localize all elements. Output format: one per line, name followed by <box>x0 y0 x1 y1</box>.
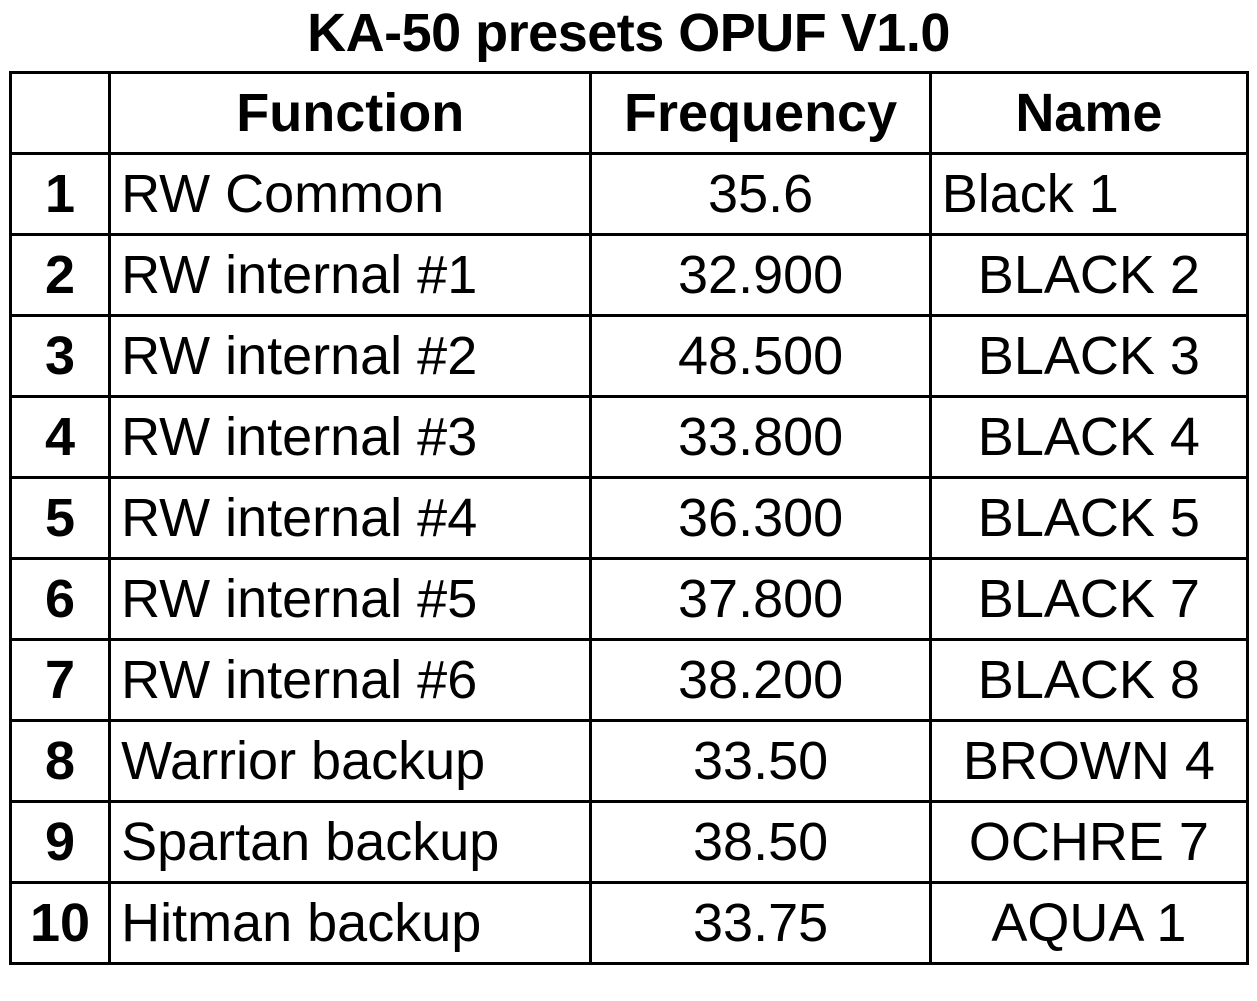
table-row: 6 RW internal #5 37.800 BLACK 7 <box>8 557 1250 641</box>
row-frequency: 33.800 <box>589 395 932 479</box>
row-number: 4 <box>8 395 112 479</box>
row-number: 3 <box>8 314 112 398</box>
row-name: AQUA 1 <box>928 881 1250 965</box>
row-function: RW internal #1 <box>108 233 593 317</box>
row-number: 7 <box>8 638 112 722</box>
row-frequency: 33.75 <box>589 881 932 965</box>
table-row: 9 Spartan backup 38.50 OCHRE 7 <box>8 800 1250 884</box>
row-frequency: 35.6 <box>589 152 932 236</box>
row-name: BLACK 2 <box>928 233 1250 317</box>
row-function: RW internal #6 <box>108 638 593 722</box>
row-frequency: 36.300 <box>589 476 932 560</box>
row-name: BLACK 4 <box>928 395 1250 479</box>
table-row: 1 RW Common 35.6 Black 1 <box>8 152 1250 236</box>
header-name: Name <box>928 71 1250 155</box>
table-row: 7 RW internal #6 38.200 BLACK 8 <box>8 638 1250 722</box>
row-function: RW internal #5 <box>108 557 593 641</box>
row-number: 9 <box>8 800 112 884</box>
row-name: BLACK 3 <box>928 314 1250 398</box>
row-function: RW internal #4 <box>108 476 593 560</box>
header-row: Function Frequency Name <box>8 71 1250 155</box>
table-row: 4 RW internal #3 33.800 BLACK 4 <box>8 395 1250 479</box>
row-function: RW Common <box>108 152 593 236</box>
table-row: 5 RW internal #4 36.300 BLACK 5 <box>8 476 1250 560</box>
row-frequency: 38.50 <box>589 800 932 884</box>
row-number: 1 <box>8 152 112 236</box>
table-body: 1 RW Common 35.6 Black 1 2 RW internal #… <box>8 152 1250 965</box>
row-number: 6 <box>8 557 112 641</box>
table-row: 8 Warrior backup 33.50 BROWN 4 <box>8 719 1250 803</box>
row-number: 10 <box>8 881 112 965</box>
table-row: 10 Hitman backup 33.75 AQUA 1 <box>8 881 1250 965</box>
presets-table: Function Frequency Name 1 RW Common 35.6… <box>8 71 1250 965</box>
row-name: BROWN 4 <box>928 719 1250 803</box>
row-name: OCHRE 7 <box>928 800 1250 884</box>
table-header: Function Frequency Name <box>8 71 1250 155</box>
table-row: 2 RW internal #1 32.900 BLACK 2 <box>8 233 1250 317</box>
row-name: Black 1 <box>928 152 1250 236</box>
header-number <box>8 71 112 155</box>
table-row: 3 RW internal #2 48.500 BLACK 3 <box>8 314 1250 398</box>
row-frequency: 48.500 <box>589 314 932 398</box>
row-number: 8 <box>8 719 112 803</box>
row-name: BLACK 7 <box>928 557 1250 641</box>
row-function: RW internal #2 <box>108 314 593 398</box>
row-function: Hitman backup <box>108 881 593 965</box>
row-frequency: 38.200 <box>589 638 932 722</box>
row-function: RW internal #3 <box>108 395 593 479</box>
row-function: Spartan backup <box>108 800 593 884</box>
row-number: 2 <box>8 233 112 317</box>
row-name: BLACK 8 <box>928 638 1250 722</box>
row-name: BLACK 5 <box>928 476 1250 560</box>
row-frequency: 32.900 <box>589 233 932 317</box>
row-number: 5 <box>8 476 112 560</box>
row-function: Warrior backup <box>108 719 593 803</box>
row-frequency: 37.800 <box>589 557 932 641</box>
header-frequency: Frequency <box>589 71 932 155</box>
page-title: KA-50 presets OPUF V1.0 <box>307 3 950 63</box>
header-function: Function <box>108 71 593 155</box>
row-frequency: 33.50 <box>589 719 932 803</box>
